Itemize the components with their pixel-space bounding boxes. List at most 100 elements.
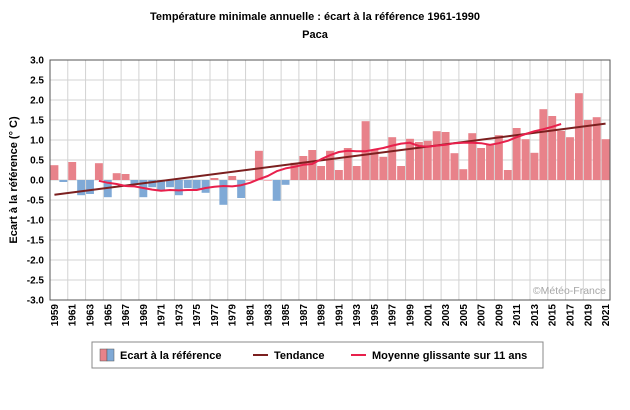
legend-label-anomaly: Ecart à la référence — [120, 350, 222, 362]
bar — [192, 180, 201, 189]
bar — [210, 178, 219, 180]
bar — [254, 150, 263, 180]
legend-item-trend: Tendance — [253, 350, 325, 362]
bar — [423, 140, 432, 180]
y-tick-label: -0.5 — [27, 196, 45, 207]
x-tick-label: 2013 — [530, 304, 541, 327]
x-tick-label: 1973 — [174, 304, 185, 327]
legend-label-trend: Tendance — [274, 350, 325, 362]
bar — [59, 180, 68, 182]
x-tick-label: 1969 — [139, 304, 150, 327]
bar — [148, 180, 157, 188]
bar — [94, 163, 103, 180]
bar — [50, 165, 59, 180]
x-tick-label: 2003 — [441, 304, 452, 327]
bar — [77, 180, 86, 196]
bar — [379, 156, 388, 180]
x-tick-label: 1975 — [192, 304, 203, 327]
bar — [503, 170, 512, 180]
bar — [539, 109, 548, 180]
bar — [477, 148, 486, 180]
y-tick-label: 2.5 — [30, 76, 44, 87]
x-tick-label: 1999 — [406, 304, 417, 327]
bar — [343, 148, 352, 180]
x-tick-label: 2007 — [477, 304, 488, 327]
x-tick-label: 1993 — [352, 304, 363, 327]
y-axis-ticks: 3.0 2.5 2.0 1.5 1.0 0.5 0.0 -0.5 -1.0 -1.5 -2.0 -2.… — [27, 56, 45, 307]
chart-subtitle: Paca — [302, 29, 329, 41]
bar — [574, 93, 583, 180]
bar — [121, 174, 130, 180]
y-tick-label: 2.0 — [30, 96, 44, 107]
bar — [388, 137, 397, 180]
bar — [219, 180, 228, 205]
bar — [548, 116, 557, 180]
y-tick-label: 3.0 — [30, 56, 44, 67]
legend-swatch-negative — [106, 348, 115, 362]
y-tick-label: 0.0 — [30, 176, 44, 187]
bars — [50, 93, 610, 205]
bar — [468, 133, 477, 180]
x-tick-label: 2019 — [583, 304, 594, 327]
x-tick-label: 1961 — [68, 304, 79, 327]
bar — [68, 162, 77, 180]
x-tick-label: 1985 — [281, 304, 292, 327]
bar — [512, 128, 521, 180]
y-axis-label: Ecart à la référence (° C) — [8, 116, 20, 244]
bar — [326, 150, 334, 180]
bar — [592, 117, 601, 180]
bar — [583, 120, 592, 180]
credit-text: ©Météo-France — [533, 285, 606, 297]
y-tick-label: -1.0 — [27, 216, 45, 227]
x-tick-label: 1997 — [388, 304, 399, 327]
x-tick-label: 1963 — [86, 304, 97, 327]
x-tick-label: 2017 — [566, 304, 577, 327]
x-tick-label: 1989 — [317, 304, 328, 327]
bar — [432, 131, 441, 180]
bar — [557, 130, 566, 180]
x-tick-label: 1959 — [50, 304, 61, 327]
legend-item-moving-average: Moyenne glissante sur 11 ans — [351, 350, 527, 362]
bar — [174, 180, 183, 196]
bar — [228, 176, 237, 180]
y-tick-label: 1.0 — [30, 136, 44, 147]
lines — [54, 122, 606, 196]
bar — [112, 173, 121, 180]
bar — [201, 180, 210, 193]
x-tick-label: 2009 — [494, 304, 505, 327]
x-tick-label: 1965 — [103, 304, 114, 327]
bar — [281, 180, 290, 185]
bar — [530, 152, 539, 180]
bar — [272, 180, 281, 201]
x-tick-label: 1981 — [246, 304, 257, 327]
bar — [334, 170, 343, 180]
plot-area-frame — [49, 59, 611, 301]
bar — [290, 162, 299, 180]
bar — [397, 166, 406, 180]
chart-title: Température minimale annuelle : écart à … — [150, 11, 480, 23]
bar — [86, 180, 94, 194]
bar — [414, 142, 423, 180]
bar — [352, 166, 361, 180]
x-tick-label: 1979 — [228, 304, 239, 327]
bar — [166, 180, 174, 188]
bar — [450, 153, 459, 180]
y-tick-label: 1.5 — [30, 116, 44, 127]
bar — [246, 180, 254, 181]
bar — [459, 169, 468, 180]
legend-box — [91, 341, 544, 369]
bar — [406, 138, 414, 180]
legend-label-moving-average: Moyenne glissante sur 11 ans — [372, 350, 527, 362]
bar — [183, 180, 192, 188]
x-tick-label: 2005 — [459, 304, 470, 327]
x-tick-label: 1995 — [370, 304, 381, 327]
bar — [566, 137, 574, 180]
x-tick-label: 1967 — [121, 304, 132, 327]
legend: Ecart à la référence Tendance Moyenne gl… — [91, 341, 544, 369]
x-tick-label: 2015 — [548, 304, 559, 327]
bar — [601, 139, 610, 180]
moving-average-line — [98, 123, 562, 192]
bar — [263, 180, 272, 181]
